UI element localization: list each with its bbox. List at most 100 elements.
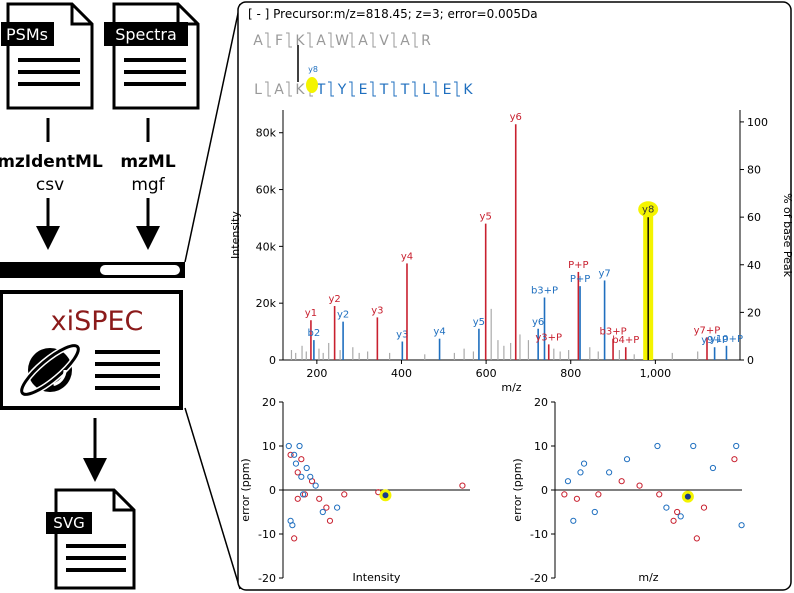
error-point[interactable] <box>663 504 670 511</box>
peak-label: y3 <box>396 330 408 341</box>
error-point[interactable] <box>709 464 717 472</box>
residue-label: A <box>253 33 263 49</box>
error-point[interactable] <box>291 451 298 458</box>
y2-tick-label: 0 <box>747 354 754 367</box>
spectra-tag: Spectra <box>115 25 177 44</box>
error-point[interactable] <box>573 495 581 502</box>
residue-label: F <box>275 33 283 49</box>
error-point[interactable] <box>285 442 292 450</box>
error-point[interactable] <box>298 456 305 463</box>
error-point[interactable] <box>334 504 341 511</box>
error-point[interactable] <box>287 451 294 458</box>
error-point[interactable] <box>674 508 681 516</box>
residue-label: T <box>316 82 326 98</box>
error-point[interactable] <box>294 495 301 502</box>
residue-label: K <box>295 33 305 49</box>
y-tick-label: 20 <box>534 396 548 409</box>
error-point[interactable] <box>291 535 298 542</box>
error-point[interactable] <box>693 535 700 542</box>
error-point[interactable] <box>459 482 466 489</box>
peak-label: y4 <box>401 251 413 262</box>
error-point[interactable] <box>738 522 745 529</box>
y-tick-label: 40k <box>256 240 277 253</box>
x-tick-label: 200 <box>306 367 327 380</box>
spectra-document-icon: Spectra <box>104 2 200 110</box>
error-point[interactable] <box>316 495 323 502</box>
error-point[interactable] <box>303 464 310 472</box>
spectra-format-primary: mzML <box>120 152 176 172</box>
fragment-marker <box>307 32 313 48</box>
y-tick-label: 0 <box>269 484 276 497</box>
residue-label: A <box>316 33 326 49</box>
error-point[interactable] <box>618 478 625 485</box>
error-point[interactable] <box>580 460 588 467</box>
error-point[interactable] <box>564 478 572 485</box>
error-point[interactable] <box>654 442 661 450</box>
fragment-marker <box>349 32 355 48</box>
error-point[interactable] <box>656 491 663 498</box>
error-point[interactable] <box>670 517 677 524</box>
x-axis-title: m/z <box>501 381 521 394</box>
error-point[interactable] <box>312 482 319 489</box>
highlighted-error-point[interactable] <box>382 492 389 499</box>
error-point[interactable] <box>700 504 708 511</box>
error-point[interactable] <box>326 517 334 524</box>
error-point[interactable] <box>307 473 314 480</box>
peak-label: y3 <box>371 305 383 316</box>
error-point[interactable] <box>341 491 348 498</box>
fragment-marker <box>328 32 334 48</box>
error-point[interactable] <box>323 504 330 511</box>
annotated-spectrum-chart[interactable]: 0 20k 40k 60k 80k 0 20 40 60 80 100 200 400 600 800 1,0… <box>229 110 794 394</box>
peak-label: y8 <box>642 204 654 215</box>
error-point[interactable] <box>606 469 613 476</box>
error-vs-intensity-chart[interactable]: -20 -10 0 10 20 Intensity error (ppm) <box>239 396 470 585</box>
error-point[interactable] <box>677 513 684 520</box>
peak-label: y7+P <box>694 325 721 336</box>
highlighted-error-point[interactable] <box>684 493 691 500</box>
peak-label: y10+P <box>710 334 743 345</box>
y-axis-title: Intensity <box>229 211 242 259</box>
error-point[interactable] <box>636 482 643 489</box>
error-point[interactable] <box>319 508 326 516</box>
fragment-marker <box>349 81 355 97</box>
svg-document-icon: SVG <box>46 488 136 590</box>
fragment-marker <box>328 81 334 97</box>
error-point[interactable] <box>300 491 307 498</box>
error-point[interactable] <box>690 442 697 450</box>
spectra-format-alt: mgf <box>131 175 165 195</box>
y-tick-label: -20 <box>258 572 276 585</box>
peak-label: y5 <box>480 212 492 223</box>
error-point[interactable] <box>570 517 577 524</box>
error-point[interactable] <box>595 491 602 498</box>
error-point[interactable] <box>301 491 308 498</box>
error-point[interactable] <box>296 442 303 450</box>
residue-label: L <box>422 82 430 98</box>
error-point[interactable] <box>623 456 631 463</box>
error-point[interactable] <box>731 456 738 463</box>
precursor-info-header[interactable]: [ - ] Precursor:m/z=818.45; z=3; error=0… <box>248 7 538 21</box>
fragment-marker <box>454 81 460 97</box>
psms-format-primary: mzIdentML <box>0 152 103 172</box>
error-point[interactable] <box>733 442 740 450</box>
peak-label: y2 <box>328 294 340 305</box>
peak-label-highlight <box>638 201 659 218</box>
peak-label: b3+P <box>531 286 558 297</box>
y-tick-label: 0 <box>269 354 276 367</box>
residue-label: E <box>359 82 368 98</box>
error-point[interactable] <box>294 469 301 476</box>
error-vs-mz-chart[interactable]: -20 -10 0 10 20 m/z error (ppm) <box>511 396 745 585</box>
spectrum-viewer-panel <box>237 1 792 591</box>
residue-label: K <box>463 82 473 98</box>
residue-label: L <box>254 82 262 98</box>
error-point[interactable] <box>591 508 598 516</box>
error-point[interactable] <box>292 460 300 467</box>
y2-tick-label: 60 <box>747 211 761 224</box>
y2-tick-label: 40 <box>747 259 761 272</box>
error-point[interactable] <box>289 522 296 529</box>
error-point[interactable] <box>561 491 568 498</box>
peak-label: y6 <box>510 112 522 123</box>
error-point[interactable] <box>577 469 584 476</box>
y-tick-label: -20 <box>530 572 548 585</box>
y-axis-title: error (ppm) <box>511 458 524 521</box>
error-point[interactable] <box>298 473 305 480</box>
